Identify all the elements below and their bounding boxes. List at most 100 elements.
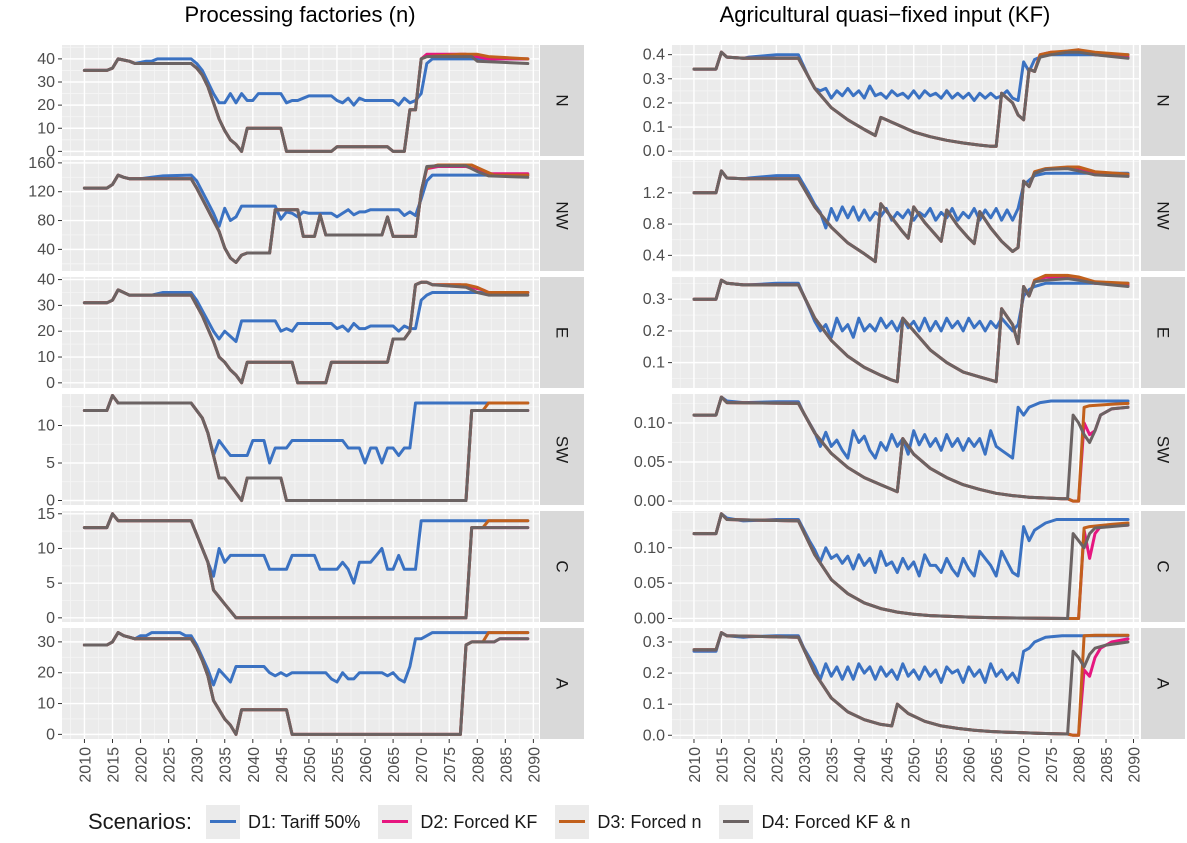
legend-swatch-d4: [723, 820, 750, 823]
x-tick-label: 2065: [989, 747, 1006, 783]
legend-label-d4: D4: Forced KF & n: [761, 811, 911, 832]
facet-strip-label: N: [553, 94, 572, 106]
facet-0-c: 0 5 10 15 C: [37, 506, 584, 627]
y-tick-label: 0: [46, 493, 55, 510]
series-line-d4: [82, 55, 530, 153]
x-tick-label: 2090: [1127, 747, 1144, 783]
y-tick-label: 0: [46, 375, 55, 392]
facet-strip-label: C: [1154, 560, 1173, 572]
legend-title: Scenarios:: [88, 809, 192, 834]
left-panel-title: Processing factories (n): [184, 2, 416, 27]
facet-strip-label: E: [553, 327, 572, 338]
facet-strip: [540, 511, 584, 622]
facet-strip: [1141, 45, 1185, 156]
legend-item-d2: D2: Forced KF: [378, 805, 537, 839]
legend-swatch-d3: [559, 820, 586, 823]
facet-0-n: 0 10 20 30 40 N: [37, 45, 584, 160]
y-tick-label: 30: [37, 74, 55, 91]
series-line-d4: [82, 280, 530, 385]
x-tick-label: 2030: [190, 747, 207, 783]
legend-item-d3: D3: Forced n: [555, 805, 701, 839]
facet-1-c: 0.00 0.05 0.10 C: [634, 511, 1185, 627]
y-tick-label: 0.2: [643, 323, 665, 340]
facet-1-nw: 0.4 0.8 1.2 NW: [643, 160, 1185, 272]
x-tick-label: 2065: [386, 747, 403, 783]
facet-strip-label: N: [1154, 94, 1173, 106]
series-line-d4: [82, 394, 530, 502]
panel-background: [62, 394, 539, 505]
y-tick-label: 0.3: [643, 291, 665, 308]
facet-1-e: 0.1 0.2 0.3 E: [643, 273, 1185, 388]
x-tick-label: 2010: [77, 747, 94, 783]
panel-background: [672, 628, 1139, 739]
right-panel-title: Agricultural quasi−fixed input (KF): [719, 2, 1051, 27]
facet-strip: [1141, 277, 1185, 388]
x-tick-label: 2045: [879, 747, 896, 783]
facet-strip: [540, 160, 584, 271]
y-tick-label: 0.10: [634, 415, 665, 432]
y-tick-label: 10: [37, 120, 55, 137]
y-tick-label: 0.1: [643, 119, 665, 136]
y-tick-label: 0: [46, 143, 55, 160]
x-tick-label: 2085: [1099, 747, 1116, 783]
facet-strip-label: C: [553, 560, 572, 572]
series-line-d4: [692, 167, 1130, 264]
legend-swatch-d1: [209, 820, 236, 823]
x-tick-label: 2075: [442, 747, 459, 783]
x-tick-label: 2020: [742, 747, 759, 783]
series-line-d4: [692, 512, 1130, 620]
facet-strip-label: SW: [1154, 436, 1173, 463]
y-tick-label: 5: [46, 575, 55, 592]
x-tick-label: 2025: [162, 747, 179, 783]
series-line-d4: [692, 395, 1130, 501]
series-line-d4: [692, 631, 1130, 736]
y-tick-label: 0.1: [643, 355, 665, 372]
y-tick-label: 0.8: [643, 216, 665, 233]
y-tick-label: 0.05: [634, 454, 665, 471]
facet-strip-label: A: [553, 678, 572, 690]
y-tick-label: 0.2: [643, 665, 665, 682]
x-tick-label: 2070: [1017, 747, 1034, 783]
x-tick-label: 2060: [358, 747, 375, 783]
x-tick-label: 2060: [962, 747, 979, 783]
x-tick-label: 2050: [907, 747, 924, 783]
x-tick-label: 2040: [246, 747, 263, 783]
y-tick-label: 10: [37, 349, 55, 366]
y-tick-label: 10: [37, 418, 55, 435]
x-tick-label: 2045: [274, 747, 291, 783]
y-tick-label: 20: [37, 323, 55, 340]
y-tick-label: 0: [46, 726, 55, 743]
y-tick-label: 0.05: [634, 575, 665, 592]
panel-background: [62, 511, 539, 622]
legend-label-d3: D3: Forced n: [597, 811, 702, 832]
legend-label-d2: D2: Forced KF: [420, 811, 538, 832]
y-tick-label: 40: [37, 272, 55, 289]
series-line-d4: [692, 50, 1130, 148]
series-line-d1: [82, 57, 530, 107]
legend-swatch-d2: [382, 820, 409, 823]
y-tick-label: 80: [37, 213, 55, 230]
y-tick-label: 20: [37, 97, 55, 114]
x-tick-label: 2010: [687, 747, 704, 783]
x-tick-label: 2050: [302, 747, 319, 783]
x-tick-label: 2080: [470, 747, 487, 783]
facet-0-a: 0 10 20 30 A: [37, 628, 584, 743]
panel-background: [672, 45, 1139, 156]
x-tick-label: 2025: [769, 747, 786, 783]
x-tick-label: 2090: [526, 747, 543, 783]
y-tick-label: 40: [37, 51, 55, 68]
series-line-d4: [692, 277, 1130, 384]
series-line-d4: [82, 631, 530, 736]
x-tick-label: 2085: [498, 747, 515, 783]
y-tick-label: 0.3: [643, 634, 665, 651]
panel-background: [62, 628, 539, 739]
x-tick-label: 2015: [714, 747, 731, 783]
series-line-d4: [82, 164, 530, 264]
facet-strip-label: SW: [553, 436, 572, 463]
y-tick-label: 15: [37, 506, 55, 523]
facet-strip: [540, 277, 584, 388]
facet-strip: [1141, 160, 1185, 271]
x-tick-label: 2015: [106, 747, 123, 783]
x-tick-label: 2035: [218, 747, 235, 783]
facet-strip-label: NW: [1154, 201, 1173, 229]
